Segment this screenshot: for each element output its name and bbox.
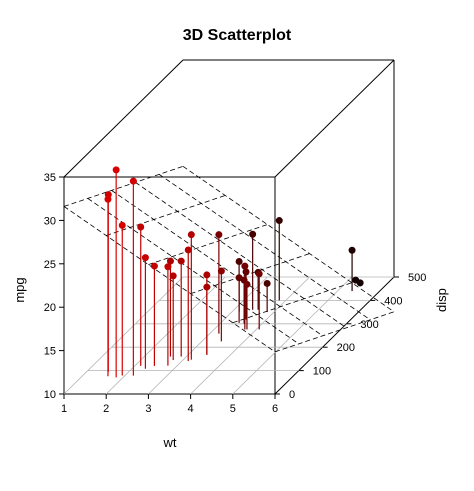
grid-line [148,276,268,395]
box-frame [63,59,395,395]
y-tick-label: 400 [384,295,402,307]
plane-line [106,195,226,236]
axes: 1 2 3 4 5 6 10 15 20 25 30 35 0 100 200 300 400 500 [44,172,427,415]
grid-line [232,276,353,395]
data-point [203,271,211,279]
z-tick-label: 20 [44,302,56,314]
data-point [177,257,185,265]
x-tick-label: 4 [188,403,194,415]
z-tick-label: 10 [44,389,56,401]
x-tick-label: 5 [230,403,236,415]
plane-line [158,174,371,321]
data-point [150,262,158,270]
data-point [348,246,356,254]
y-tick-label: 200 [337,342,355,354]
data-point [104,195,112,203]
grid-line [105,276,226,395]
x-tick-label: 1 [61,403,67,415]
data-point [263,279,271,287]
plane-line [63,165,184,207]
data-point [255,270,263,278]
x-tick-label: 3 [145,403,151,415]
data-point [242,268,250,276]
data-point [217,267,225,275]
y-tick-label: 100 [313,366,331,378]
data-point [184,246,192,254]
z-tick-label: 25 [44,259,56,271]
z-tick-label: 15 [44,346,56,358]
data-point [187,231,195,239]
x-tick-label: 2 [103,403,109,415]
plane-line [135,182,347,329]
plane-line [87,198,300,345]
plane-line [232,282,352,324]
data-point [118,221,126,229]
data-point [249,230,257,238]
data-point [164,263,172,271]
x-axis-label: wt [163,435,177,450]
z-tick-label: 35 [44,172,56,184]
data-point [356,279,364,287]
y-tick-label: 500 [408,272,426,284]
data-point [275,217,283,225]
data-point [141,254,149,262]
data-point [241,262,249,270]
regression-plane [63,165,395,353]
z-tick-label: 30 [44,215,56,227]
data-point [235,258,243,266]
y-axis-label: disp [434,288,449,312]
plane-line [148,224,268,265]
y-tick-label: 0 [289,389,295,401]
plane-line [190,253,310,295]
data-point [112,166,120,174]
plane-line [182,166,395,313]
data-points [104,166,364,378]
chart-title: 3D Scatterplot [183,27,292,44]
z-axis-label: mpg [12,277,27,302]
plane-line [63,206,276,353]
data-point [215,231,223,239]
x-tick-label: 6 [272,403,278,415]
box-edge [274,59,395,178]
data-point [166,257,174,265]
grid-line [190,276,310,395]
data-point [129,177,137,185]
y-tick-label: 300 [360,319,378,331]
data-point [137,223,145,231]
plane-line [111,190,323,337]
box-edge [274,276,395,395]
box-edge [63,59,184,178]
grid-line [63,276,184,395]
data-point [243,280,251,288]
plane-line [274,311,395,353]
data-point [203,283,211,291]
floor-grid [63,276,394,395]
data-point [169,272,177,280]
